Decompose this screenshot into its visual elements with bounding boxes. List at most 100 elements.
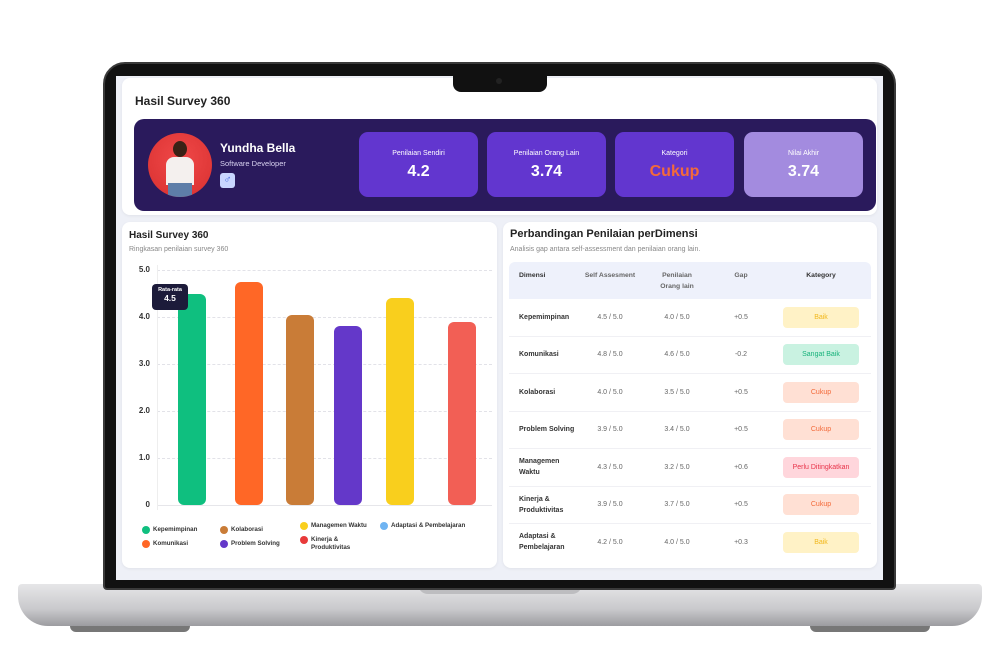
gridline [157, 270, 492, 271]
table-row: Adaptasi & Pembelajaran 4.2 / 5.0 4.0 / … [509, 524, 871, 560]
legend-dot [300, 522, 308, 530]
table-row: Problem Solving 3.9 / 5.0 3.4 / 5.0 +0.5… [509, 412, 871, 449]
laptop-foot [70, 626, 190, 632]
col-self: Self Assesment [584, 272, 636, 279]
col-gap: Gap [734, 272, 748, 279]
cell-gap: +0.5 [734, 313, 748, 321]
y-tick-label: 5.0 [138, 265, 150, 274]
table-row: Kinerja & Produktivitas 3.9 / 5.0 3.7 / … [509, 487, 871, 524]
profile-banner: Yundha Bella Software Developer ♂ Penila… [134, 119, 876, 211]
legend-dot [142, 526, 150, 534]
y-tick-label: 0 [145, 500, 150, 509]
stat-value: 3.74 [787, 163, 820, 180]
camera-icon [496, 78, 502, 84]
cell-dimensi: Komunikasi [519, 351, 559, 359]
comparison-subtitle: Analisis gap antara self-assessment dan … [510, 246, 701, 253]
legend-item[interactable]: Komunikasi [142, 540, 222, 548]
comparison-title: Perbandingan Penilaian perDimensi [510, 228, 698, 240]
cell-other: 4.0 / 5.0 [664, 313, 690, 321]
stat-label: Penilaian Orang Lain [513, 150, 580, 157]
cell-self: 3.9 / 5.0 [597, 501, 623, 509]
category-badge: Cukup [783, 381, 859, 403]
bar-1[interactable] [235, 281, 263, 505]
gridline [157, 411, 492, 412]
legend-dot [142, 540, 150, 548]
category-badge: Baik [783, 531, 859, 553]
stat-card: Penilaian Sendiri 4.2 [359, 132, 478, 197]
cell-self: 4.0 / 5.0 [597, 388, 623, 396]
category-badge: Perlu Ditingkatkan [783, 456, 859, 478]
male-icon: ♂ [220, 173, 235, 188]
category-badge: Cukup [783, 419, 859, 441]
stat-value: Cukup [649, 163, 700, 180]
legend-dot [300, 536, 308, 544]
legend-label: Kepemimpinan [153, 526, 198, 533]
table-row: Kepemimpinan 4.5 / 5.0 4.0 / 5.0 +0.5 Ba… [509, 299, 871, 337]
cell-other: 4.0 / 5.0 [664, 538, 690, 546]
bar-4[interactable] [386, 298, 414, 505]
stat-label: Nilai Akhir [787, 150, 820, 157]
table-header: Dimensi Self Assesment Penilaian Orang l… [509, 262, 871, 299]
legend-item[interactable]: Adaptasi & Pembelajaran [380, 522, 500, 530]
chart-title: Hasil Survey 360 [129, 230, 209, 241]
col-kategory: Kategory [806, 272, 836, 279]
cell-gap: +0.5 [734, 501, 748, 509]
cell-other: 3.5 / 5.0 [664, 388, 690, 396]
camera-notch [453, 76, 547, 92]
stat-label: Kategori [661, 150, 688, 157]
legend-dot [220, 526, 228, 534]
stat-card: Nilai Akhir 3.74 [744, 132, 863, 197]
legend-item[interactable]: Kepemimpinan [142, 526, 222, 534]
y-tick-label: 2.0 [138, 406, 150, 415]
category-badge: Cukup [783, 494, 859, 516]
screen: Hasil Survey 360 Yundha Bella Software D… [116, 76, 883, 580]
table-row: Kolaborasi 4.0 / 5.0 3.5 / 5.0 +0.5 Cuku… [509, 374, 871, 412]
page-title: Hasil Survey 360 [135, 94, 231, 108]
legend-label: Problem Solving [231, 540, 280, 547]
user-name: Yundha Bella [220, 141, 296, 155]
cell-self: 4.3 / 5.0 [597, 463, 623, 471]
legend-item[interactable]: Kinerja & Produktivitas [300, 536, 380, 552]
cell-other: 4.6 / 5.0 [664, 351, 690, 359]
bar-3[interactable] [334, 326, 362, 505]
y-tick-label: 3.0 [138, 359, 150, 368]
cell-dimensi: Adaptasi & Pembelajaran [519, 533, 565, 552]
legend-item[interactable]: Managemen Waktu [300, 522, 380, 530]
col-other: Penilaian Orang lain [660, 272, 694, 290]
legend-label: Komunikasi [153, 540, 189, 547]
stat-value: 3.74 [530, 163, 563, 180]
stat-label: Penilaian Sendiri [392, 150, 445, 157]
chart-card: Hasil Survey 360 Ringkasan penilaian sur… [122, 222, 497, 568]
tooltip-value: 4.5 [164, 293, 176, 303]
category-badge: Baik [783, 306, 859, 328]
cell-dimensi: Managemen Waktu [519, 458, 560, 477]
cell-dimensi: Kepemimpinan [519, 313, 570, 321]
cell-gap: +0.5 [734, 426, 748, 434]
legend-item[interactable]: Problem Solving [220, 540, 300, 548]
legend-item[interactable]: Kolaborasi [220, 526, 300, 534]
y-axis [157, 265, 158, 510]
cell-self: 4.8 / 5.0 [597, 351, 623, 359]
gridline [157, 458, 492, 459]
user-role: Software Developer [220, 159, 286, 168]
bar-0[interactable] [178, 293, 206, 505]
cell-other: 3.4 / 5.0 [664, 426, 690, 434]
col-dimensi: Dimensi [519, 272, 546, 279]
cell-gap: +0.3 [734, 538, 748, 546]
cell-other: 3.7 / 5.0 [664, 501, 690, 509]
stat-card: Kategori Cukup [615, 132, 734, 197]
gridline [157, 317, 492, 318]
bar-2[interactable] [286, 314, 314, 505]
table-row: Komunikasi 4.8 / 5.0 4.6 / 5.0 -0.2 Sang… [509, 337, 871, 374]
y-tick-label: 1.0 [138, 453, 150, 462]
stat-card: Penilaian Orang Lain 3.74 [487, 132, 606, 197]
bar-5[interactable] [448, 321, 476, 505]
gridline [157, 505, 492, 506]
category-badge: Sangat Baik [783, 344, 859, 366]
legend-dot [380, 522, 388, 530]
gridline [157, 364, 492, 365]
legend-label: Adaptasi & Pembelajaran [391, 522, 466, 529]
cell-other: 3.2 / 5.0 [664, 463, 690, 471]
cell-self: 4.5 / 5.0 [597, 313, 623, 321]
chart-subtitle: Ringkasan penilaian survey 360 [129, 246, 229, 253]
